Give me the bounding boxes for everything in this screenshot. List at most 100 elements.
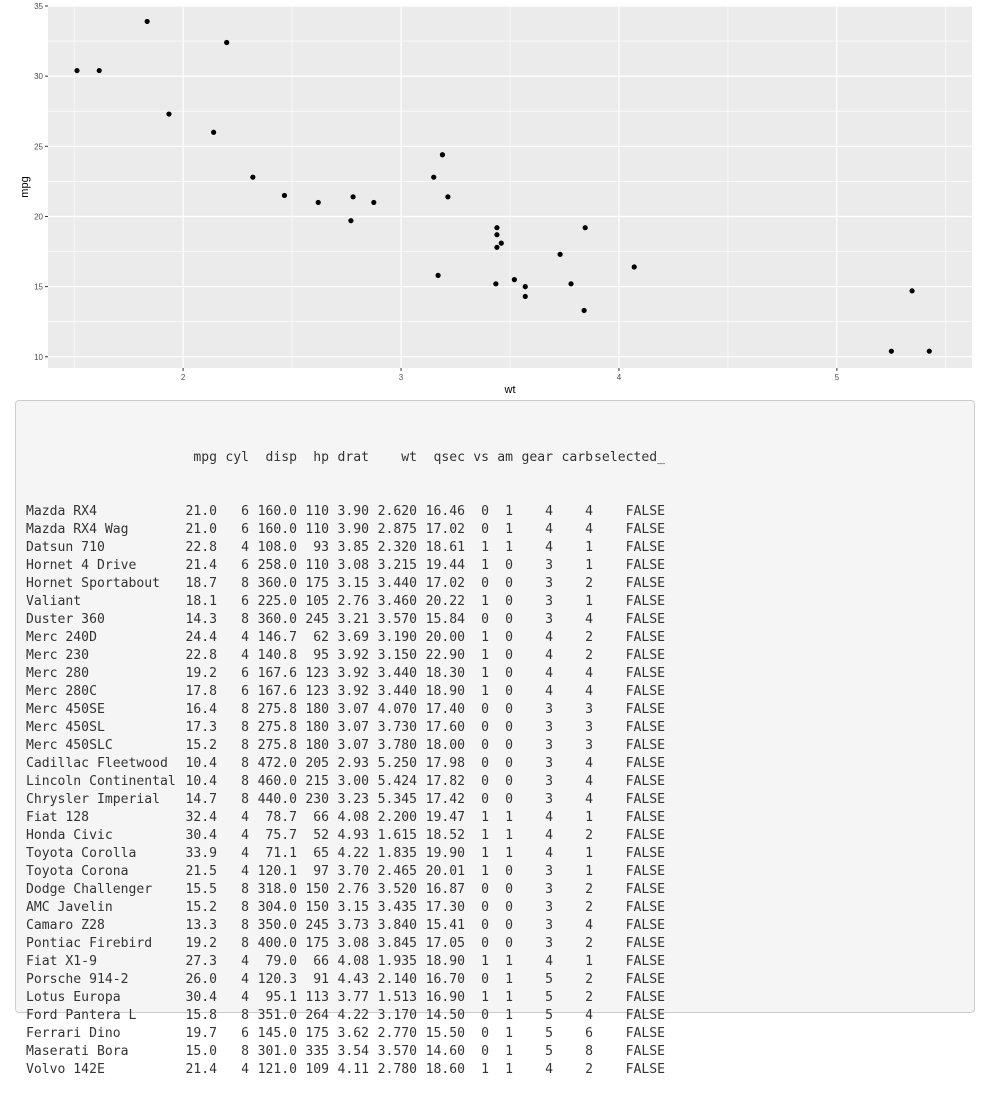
cell-selected: FALSE <box>625 954 665 969</box>
cell-hp: 52 <box>313 828 329 843</box>
cell-drat: 3.92 <box>337 648 369 663</box>
table-row: Ferrari Dino 19.7 6 145.0 175 3.62 2.770 15.50 0… <box>26 1025 665 1043</box>
cell-gear: 5 <box>545 1026 553 1041</box>
cell-wt: 2.875 <box>377 522 417 537</box>
cell-wt: 1.615 <box>377 828 417 843</box>
table-row: Pontiac Firebird 19.2 8 400.0 175 3.08 3.845 17… <box>26 935 665 953</box>
header-cell-hp: hp <box>313 450 329 465</box>
cell-drat: 2.76 <box>337 594 369 609</box>
cell-hp: 150 <box>305 882 329 897</box>
cell-gear: 3 <box>545 918 553 933</box>
cell-gear: 5 <box>545 1044 553 1059</box>
cell-drat: 3.70 <box>337 864 369 879</box>
cell-mpg: 21.4 <box>185 558 217 573</box>
cell-gear: 3 <box>545 594 553 609</box>
cell-carb: 1 <box>585 594 593 609</box>
cell-drat: 3.08 <box>337 936 369 951</box>
cell-hp: 175 <box>305 1026 329 1041</box>
cell-cyl: 8 <box>241 900 249 915</box>
x-tick-label: 4 <box>617 373 622 382</box>
cell-drat: 4.43 <box>337 972 369 987</box>
cell-mpg: 17.3 <box>185 720 217 735</box>
cell-wt: 2.780 <box>377 1062 417 1077</box>
cell-carb: 1 <box>585 810 593 825</box>
data-point <box>631 264 637 270</box>
cell-vs: 1 <box>481 630 489 645</box>
cell-cyl: 8 <box>241 774 249 789</box>
cell-qsec: 17.98 <box>425 756 465 771</box>
cell-hp: 205 <box>305 756 329 771</box>
cell-vs: 0 <box>481 738 489 753</box>
cell-am: 0 <box>505 720 513 735</box>
cell-row-name: Cadillac Fleetwood <box>26 756 168 771</box>
cell-hp: 110 <box>305 504 329 519</box>
table-row: Cadillac Fleetwood 10.4 8 472.0 205 2.93 5.250… <box>26 755 665 773</box>
cell-wt: 3.440 <box>377 576 417 591</box>
cell-row-name: Toyota Corona <box>26 864 129 879</box>
cell-cyl: 8 <box>241 612 249 627</box>
data-point <box>315 199 321 206</box>
cell-wt: 3.845 <box>377 936 417 951</box>
cell-gear: 3 <box>545 558 553 573</box>
data-points <box>74 18 932 354</box>
cell-drat: 3.90 <box>337 504 369 519</box>
table-row: Merc 240D 24.4 4 146.7 62 3.69 3.190 20.00 1 0 4 2 F… <box>26 629 665 647</box>
data-point <box>348 218 354 224</box>
cell-gear: 5 <box>545 1008 553 1023</box>
cell-gear: 3 <box>545 612 553 627</box>
table-row: Lotus Europa 30.4 4 95.1 113 3.77 1.513 16.90 1 1… <box>26 989 665 1007</box>
cell-carb: 4 <box>585 756 593 771</box>
cell-gear: 4 <box>545 522 553 537</box>
cell-carb: 1 <box>585 846 593 861</box>
cell-wt: 1.513 <box>377 990 417 1005</box>
cell-hp: 123 <box>305 684 329 699</box>
cell-gear: 3 <box>545 864 553 879</box>
cell-selected: FALSE <box>625 1062 665 1077</box>
cell-hp: 264 <box>305 1008 329 1023</box>
cell-row-name: Merc 280C <box>26 684 97 699</box>
cell-qsec: 20.01 <box>425 864 465 879</box>
cell-drat: 4.22 <box>337 1008 369 1023</box>
cell-qsec: 18.61 <box>425 540 465 555</box>
cell-cyl: 6 <box>241 666 249 681</box>
cell-vs: 1 <box>481 540 489 555</box>
cell-mpg: 24.4 <box>185 630 217 645</box>
data-point <box>74 67 80 74</box>
cell-row-name: Ford Pantera L <box>26 1008 137 1023</box>
cell-hp: 123 <box>305 666 329 681</box>
cell-selected: FALSE <box>625 882 665 897</box>
cell-qsec: 18.90 <box>425 954 465 969</box>
data-point <box>166 111 172 117</box>
cell-am: 0 <box>505 936 513 951</box>
cell-am: 1 <box>505 972 513 987</box>
cell-am: 0 <box>505 684 513 699</box>
cell-hp: 62 <box>313 630 329 645</box>
data-point <box>350 194 356 200</box>
cell-qsec: 20.00 <box>425 630 465 645</box>
cell-gear: 4 <box>545 630 553 645</box>
cell-wt: 3.780 <box>377 738 417 753</box>
cell-row-name: Merc 450SE <box>26 702 105 717</box>
cell-am: 0 <box>505 630 513 645</box>
cell-cyl: 8 <box>241 738 249 753</box>
cell-drat: 4.93 <box>337 828 369 843</box>
table-body: Mazda RX4 21.0 6 160.0 110 3.90 2.620 16.46 0 1 4 4… <box>26 503 665 1079</box>
cell-vs: 1 <box>481 1062 489 1077</box>
cell-cyl: 8 <box>241 720 249 735</box>
cell-row-name: Porsche 914-2 <box>26 972 129 987</box>
cell-mpg: 22.8 <box>185 648 217 663</box>
cell-am: 1 <box>505 990 513 1005</box>
cell-vs: 0 <box>481 1044 489 1059</box>
data-point <box>96 67 102 74</box>
cell-vs: 0 <box>481 504 489 519</box>
table-row: Merc 450SE 16.4 8 275.8 180 3.07 4.070 17.40 0 0 3… <box>26 701 665 719</box>
header-cell-selected: selected_ <box>594 450 665 465</box>
cell-carb: 1 <box>585 864 593 879</box>
cell-disp: 301.0 <box>257 1044 297 1059</box>
cell-row-name: Maserati Bora <box>26 1044 129 1059</box>
cell-qsec: 14.50 <box>425 1008 465 1023</box>
header-cell-drat: drat <box>337 450 369 465</box>
cell-carb: 2 <box>585 936 593 951</box>
cell-qsec: 16.70 <box>425 972 465 987</box>
cell-vs: 0 <box>481 882 489 897</box>
